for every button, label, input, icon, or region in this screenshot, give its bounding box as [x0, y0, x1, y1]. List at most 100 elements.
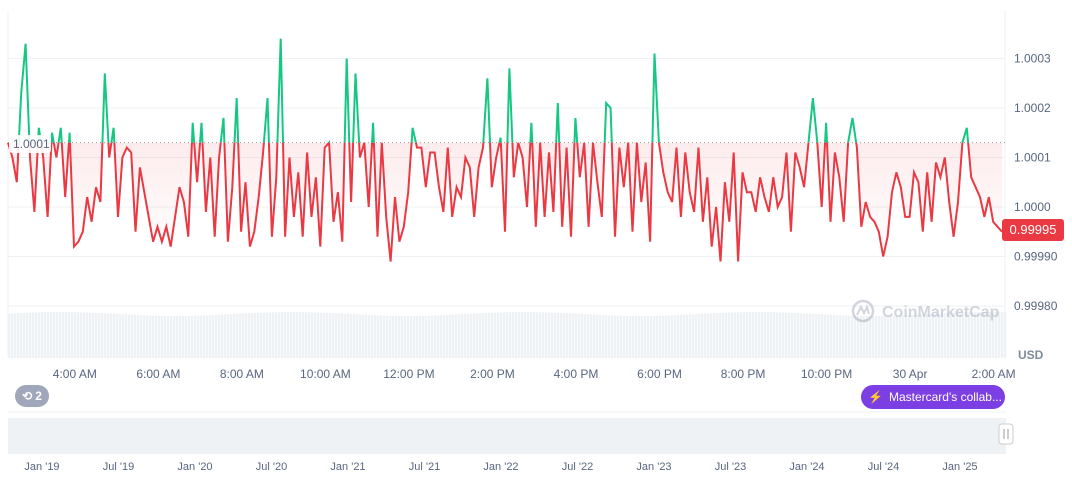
volume-bar [188, 315, 191, 358]
volume-bar [137, 315, 140, 358]
volume-bar [944, 313, 947, 358]
volume-bar [923, 314, 926, 358]
volume-bar [455, 314, 458, 358]
volume-bar [683, 314, 686, 358]
volume-bar [953, 312, 956, 358]
volume-bar [77, 312, 80, 358]
current-price-tag [1002, 219, 1064, 241]
volume-bar [842, 315, 845, 358]
volume-bar [89, 312, 92, 358]
volume-bar [50, 312, 53, 358]
navigator-tick-label: Jul '21 [409, 461, 440, 473]
volume-bar [614, 315, 617, 358]
volume-bar [677, 315, 680, 358]
volume-bar [980, 312, 983, 358]
volume-bar [305, 312, 308, 358]
volume-bar [233, 313, 236, 358]
volume-bar [104, 313, 107, 358]
volume-bar [125, 314, 128, 358]
x-tick-label: 6:00 PM [637, 367, 682, 381]
volume-bar [485, 312, 488, 358]
navigator-area[interactable] [8, 418, 1006, 454]
volume-bar [503, 312, 506, 358]
volume-bar [380, 315, 383, 358]
volume-bar [332, 313, 335, 358]
volume-bar [650, 315, 653, 358]
volume-bar [575, 313, 578, 358]
volume-bar [689, 314, 692, 358]
volume-bar [899, 315, 902, 358]
volume-bar [986, 312, 989, 358]
navigator-tick-label: Jul '20 [256, 461, 287, 473]
volume-bar [929, 314, 932, 358]
volume-bar [566, 313, 569, 358]
volume-bar [119, 314, 122, 358]
volume-bar [890, 315, 893, 358]
volume-bar [47, 312, 50, 358]
navigator-tick-label: Jul '23 [715, 461, 746, 473]
volume-bar [95, 312, 98, 358]
volume-bar [377, 315, 380, 358]
volume-bar [266, 312, 269, 358]
volume-bar [179, 315, 182, 358]
volume-bar [53, 312, 56, 358]
volume-bar [836, 315, 839, 358]
volume-bar [20, 312, 23, 358]
volume-bar [35, 312, 38, 358]
history-badge[interactable]: ⟲ 2 [15, 385, 49, 407]
navigator-handle[interactable] [998, 423, 1014, 445]
volume-bar [974, 312, 977, 358]
volume-bar [11, 313, 14, 358]
volume-bar [80, 312, 83, 358]
y-tick-label: 0.99990 [1014, 250, 1058, 264]
volume-bar [695, 314, 698, 358]
volume-bar [248, 313, 251, 358]
volume-bar [926, 314, 929, 358]
coinmarketcap-watermark: CoinMarketCap [851, 299, 1000, 323]
volume-bar [296, 312, 299, 358]
volume-bar [686, 314, 689, 358]
volume-bar [551, 312, 554, 358]
volume-bar [191, 315, 194, 358]
volume-bar [227, 314, 230, 358]
volume-bar [173, 315, 176, 358]
volume-bar [800, 313, 803, 358]
volume-bar [68, 312, 71, 358]
lightning-icon: ⚡ [868, 390, 883, 404]
x-tick-label: 12:00 PM [383, 367, 434, 381]
volume-bar [365, 314, 368, 358]
volume-bar [749, 312, 752, 358]
volume-bar [185, 315, 188, 358]
volume-bar [497, 312, 500, 358]
volume-bar [170, 315, 173, 358]
volume-bar [770, 312, 773, 358]
volume-bar [839, 315, 842, 358]
volume-bar [620, 315, 623, 358]
volume-bar [767, 312, 770, 358]
volume-bar [704, 313, 707, 358]
volume-bar [110, 313, 113, 358]
volume-bar [113, 313, 116, 358]
volume-bar [539, 312, 542, 358]
navigator-tick-label: Jul '19 [103, 461, 134, 473]
navigator-tick-label: Jan '25 [942, 461, 977, 473]
volume-bar [752, 312, 755, 358]
volume-bar [527, 312, 530, 358]
volume-bar [794, 312, 797, 358]
volume-bar [518, 312, 521, 358]
volume-bar [17, 313, 20, 358]
volume-bar [59, 312, 62, 358]
volume-bar [320, 312, 323, 358]
volume-bar [395, 315, 398, 358]
volume-bar [212, 315, 215, 358]
volume-bar [956, 312, 959, 358]
volume-bar [176, 315, 179, 358]
y-tick-label: 1.0003 [1014, 52, 1051, 66]
volume-bar [1004, 312, 1007, 358]
volume-bar [158, 315, 161, 358]
volume-bar [353, 314, 356, 358]
news-badge[interactable]: ⚡ Mastercard's collab... [861, 385, 1005, 409]
volume-bar [128, 314, 131, 358]
volume-bar [206, 315, 209, 358]
volume-bar [773, 312, 776, 358]
